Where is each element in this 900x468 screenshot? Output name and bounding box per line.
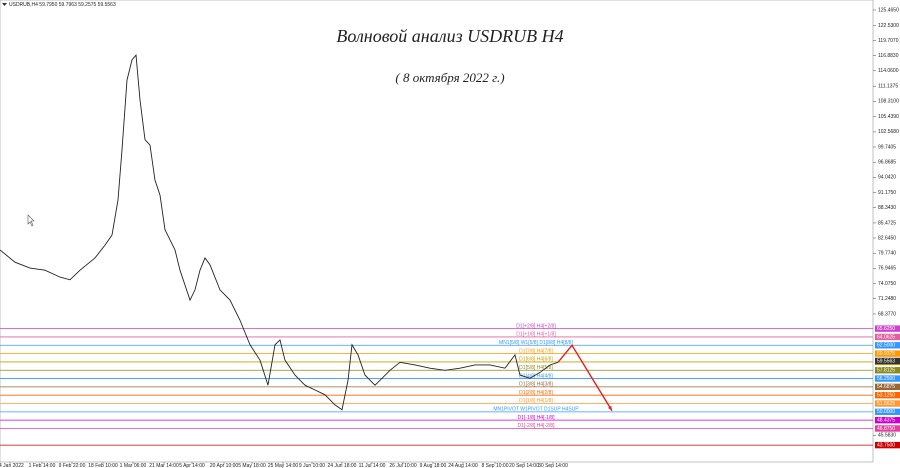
y-tick-label: 85.4725 [878,220,896,226]
x-tick-label: 24 Aug 14:00 [448,463,478,468]
y-tick-label: 102.5680 [878,129,899,135]
level-tag [875,375,900,382]
level-tag [875,400,900,407]
level-tag-label: 60.9375 [877,351,895,357]
chart-title: Волновой анализ USDRUB H4 [336,26,563,46]
level-text: D1[2/8] H4[2/8] [519,390,553,396]
level-text: D1[-1/8] H4[-1/8] [518,415,556,421]
y-tick-label: 79.7740 [878,251,896,257]
plot-area [0,0,874,463]
x-tick-label: 5 Apr 14:00 [179,463,205,468]
level-tag-label: 46.8750 [877,426,895,432]
level-tag [875,441,900,449]
y-tick-label: 68.3770 [878,311,896,317]
price-line [0,53,559,411]
level-tag-label: 43.7500 [877,442,895,448]
level-tag-label: 57.8125 [877,368,895,374]
y-tick-label: 71.2480 [878,296,896,302]
level-tag [875,342,900,349]
x-tick-label: 20 Apr 10:00 [210,463,239,468]
y-tick-label: 94.0420 [878,175,896,181]
y-tick-label: 114.0600 [878,68,899,74]
y-tick-label: 76.9465 [878,266,896,272]
level-text: MN1[5/8] W1[5/8] D1[8/8] H4[8/8] [499,340,574,346]
forecast-line [557,344,613,412]
y-tick-label: 111.1375 [878,84,898,90]
level-tag [875,350,900,357]
level-tag [875,416,900,424]
x-tick-label: 21 Mar 14:00 [149,463,179,468]
current-price-label: 59.5563 [877,358,895,364]
x-tick-label: 9 Jun 10:00 [299,463,325,468]
level-text: D1[+2/8] H4[+2/8] [516,323,556,329]
x-tick-label: 26 Jul 10:00 [389,463,416,468]
x-tick-label: 8 Sep 10:00 [482,463,509,468]
x-tick-label: 11 Jul 14:00 [359,463,386,468]
chart-header: USDRUB,H4 59.7950 59.7963 59.2575 59.556… [9,2,116,8]
x-tick-label: 24 Jun 18:00 [328,463,357,468]
level-tag-label: 56.2500 [877,376,895,382]
level-text: D1[5/8] H4[5/8] [519,365,553,371]
x-tick-label: 5 May 18:00 [238,463,266,468]
y-tick-label: 88.3430 [878,205,896,211]
level-text: D1[4/8] H4[4/8] [519,373,553,379]
level-text: D1[6/8] H4[6/8] [519,357,553,363]
level-tag [875,325,900,332]
level-text: D1[7/8] H4[7/8] [519,348,553,354]
level-text: D1[3/8] H4[3/8] [519,382,553,388]
x-tick-label: 9 Aug 18:00 [420,463,447,468]
x-tick-label: 25 May 14:00 [268,463,299,468]
y-tick-label: 74.0750 [878,281,896,287]
level-tag [875,383,900,391]
level-tag-label: 65.6250 [877,326,895,332]
y-tick-label: 99.7405 [878,144,896,150]
level-tag-label: 53.1250 [877,393,895,399]
y-tick-label: 91.1750 [878,190,896,196]
x-tick-label: 24 Jan 2022 [0,463,24,468]
x-tick-label: 20 Sep 14:00 [509,463,539,468]
x-tick-label: 1 Feb 14:00 [29,463,56,468]
level-tag [875,425,900,432]
forecast-arrowhead [607,405,612,411]
x-tick-label: 30 Sep 14:00 [538,463,568,468]
level-tag-label: 64.0625 [877,334,895,340]
level-text: D1[-2/8] H4[-2/8] [518,423,556,429]
y-tick-label: 105.4390 [878,114,899,120]
y-tick-label: 125.4650 [878,7,899,13]
level-tag [875,367,900,374]
y-tick-label: 108.3100 [878,99,899,105]
level-tag [875,408,900,416]
y-tick-label: 119.7070 [878,38,899,44]
x-tick-label: 18 Feb 10:00 [88,463,118,468]
level-tag [875,391,900,399]
level-text: D1[+1/8] H4[+1/8] [516,332,556,338]
chart-subtitle: ( 8 октября 2022 г.) [395,70,504,85]
level-tag-label: 51.5625 [877,401,895,407]
current-price-tag [875,357,900,365]
y-tick-label: 116.8830 [878,53,899,59]
y-tick-label: 82.6450 [878,235,896,241]
x-tick-label: 1 Mar 06:00 [120,463,147,468]
level-tag-label: 50.0000 [877,409,895,415]
y-tick-label: 45.5830 [878,433,896,439]
level-text: MN1PIVOT W1PIVOT D1SUP H4SUP [493,407,579,413]
y-tick-label: 96.8685 [878,160,896,166]
level-tag-label: 62.5000 [877,343,895,349]
level-tag [875,333,900,341]
y-tick-label: 122.5300 [878,23,899,29]
level-tag-label: 48.4375 [877,417,895,423]
level-text: D1[1/8] H4[1/8] [519,398,553,404]
level-tag-label: 54.6875 [877,384,895,390]
cursor [27,214,35,227]
x-tick-label: 9 Feb 22:00 [59,463,86,468]
menu-icon [2,3,7,6]
